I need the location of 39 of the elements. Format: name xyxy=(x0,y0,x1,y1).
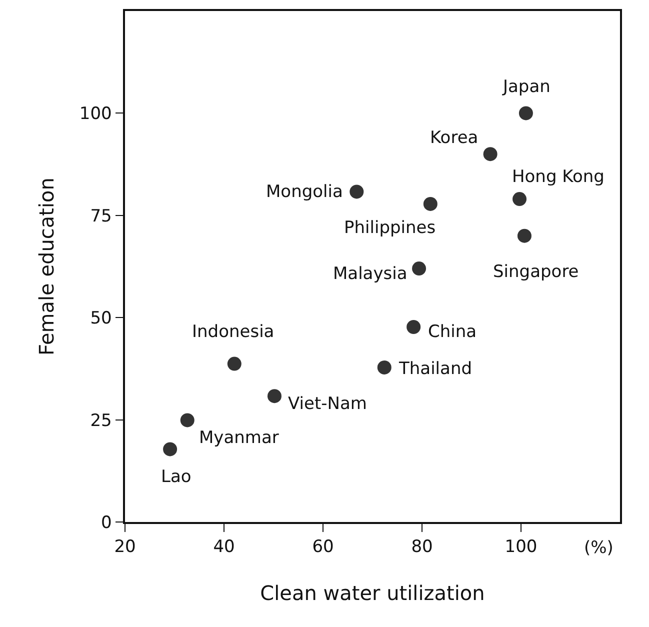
x-tick-label: 20 xyxy=(114,537,136,558)
annotation: Indonesia xyxy=(192,322,274,342)
point xyxy=(423,196,438,211)
text: (%) xyxy=(584,538,614,558)
annotation: Korea xyxy=(430,128,478,148)
annotation: Philippines xyxy=(344,218,436,238)
annotation: Singapore xyxy=(493,262,579,282)
annotation: China xyxy=(428,322,477,342)
annotation: Lao xyxy=(161,467,192,487)
y-tick-label: 50 xyxy=(90,308,112,329)
x-axis-title: Clean water utilization xyxy=(260,581,485,606)
point xyxy=(518,106,533,120)
point xyxy=(512,192,527,206)
point xyxy=(517,228,532,243)
y-tick-label: 0 xyxy=(101,512,112,533)
point xyxy=(412,262,426,276)
annotation: Thailand xyxy=(398,359,472,379)
annotation: Myanmar xyxy=(199,428,279,448)
x-tick-label: 80 xyxy=(411,537,433,558)
point xyxy=(483,147,498,162)
x-tick-label: 60 xyxy=(312,537,334,558)
y-tick-label: 75 xyxy=(90,206,112,226)
annotation: Japan xyxy=(502,77,550,97)
point xyxy=(267,389,282,404)
x-tick-label: 100 xyxy=(504,537,538,558)
point xyxy=(227,356,242,371)
point xyxy=(163,442,178,456)
x-tick-label: 40 xyxy=(213,537,235,558)
y-tick-label: 25 xyxy=(90,410,112,431)
annotation: Hong Kong xyxy=(512,167,604,187)
point xyxy=(350,184,364,199)
point xyxy=(406,320,421,334)
annotation: Mongolia xyxy=(266,182,343,202)
annotation: Malaysia xyxy=(333,264,408,284)
point xyxy=(377,360,392,374)
point xyxy=(180,413,194,428)
annotation: Viet-Nam xyxy=(288,394,367,414)
y-tick-label: 100 xyxy=(79,104,112,124)
y-axis-title: Female education xyxy=(34,178,58,356)
